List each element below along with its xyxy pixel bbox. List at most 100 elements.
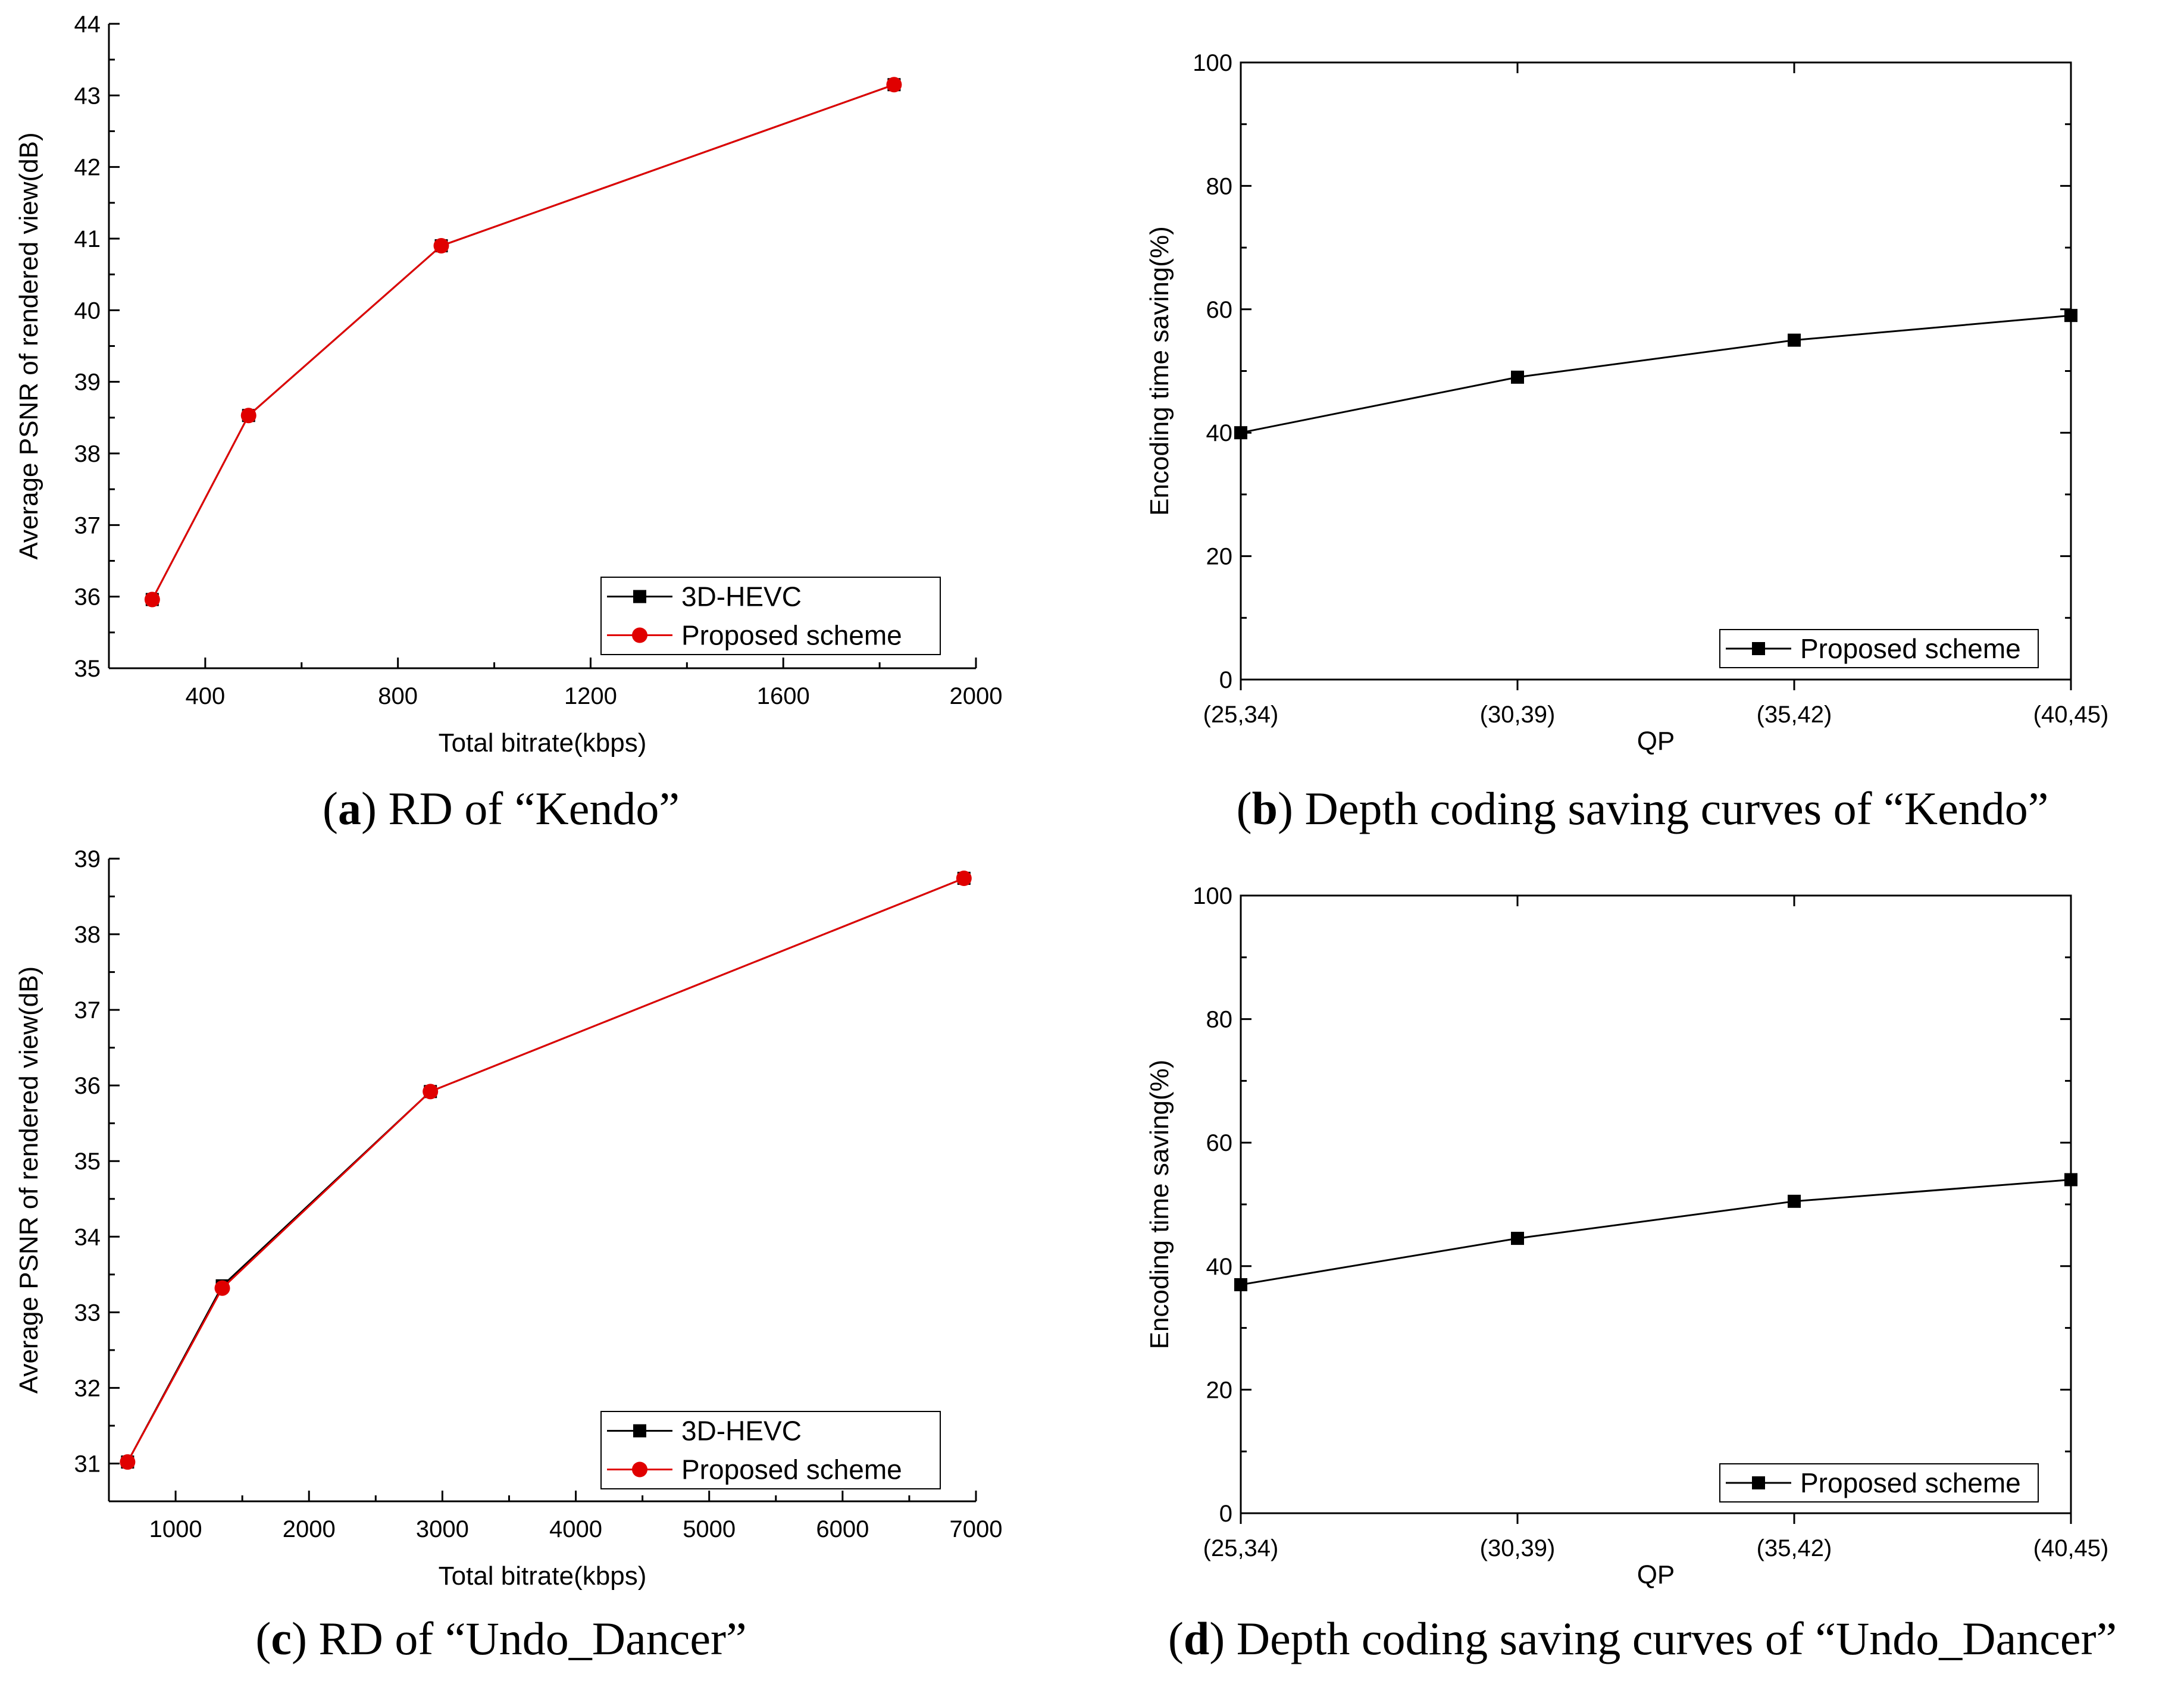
- y-tick-label: 37: [74, 512, 101, 539]
- series-line-0: [1240, 1178, 2072, 1286]
- data-point: [886, 77, 902, 93]
- y-tick-label: 100: [1193, 883, 1232, 909]
- y-tick-label: 38: [74, 441, 101, 467]
- legend: 3D-HEVC Proposed scheme: [600, 577, 941, 655]
- y-tick-label: 39: [74, 846, 101, 872]
- data-point: [1234, 426, 1247, 440]
- y-tick-label: 0: [1219, 1501, 1232, 1527]
- y-tick-label: 32: [74, 1375, 101, 1401]
- y-tick-label: 35: [74, 656, 101, 682]
- y-tick-label: 44: [74, 11, 101, 37]
- y-tick-label: 40: [1206, 420, 1233, 446]
- x-tick-label: 1000: [149, 1516, 202, 1542]
- x-tick-label: 7000: [950, 1516, 1003, 1542]
- x-tick-label: 5000: [683, 1516, 736, 1542]
- legend-marker: [632, 1461, 647, 1478]
- x-tick-label: (35,42): [1757, 1535, 1832, 1561]
- y-tick-label: 20: [1206, 1377, 1233, 1403]
- y-tick-label: 60: [1206, 297, 1233, 323]
- chart-d: 0 20 40 60 80 100 (25,34) (30,39) (35,42) (40,45)…: [1145, 883, 2117, 1664]
- y-axis-title: Average PSNR of rendered view(dB): [14, 132, 43, 559]
- chart-a: 35 36 37 38 39 40 41 42 43 44 400 800 1200 1600 2000 To…: [14, 11, 1002, 834]
- y-tick-label: 40: [74, 298, 101, 324]
- data-point: [1511, 370, 1524, 384]
- caption-prefix: (: [1168, 1613, 1184, 1664]
- x-tick-label: (25,34): [1203, 702, 1279, 728]
- x-tick-label: 800: [378, 683, 418, 709]
- y-tick-label: 0: [1219, 667, 1232, 693]
- x-tick-label: (30,39): [1480, 1535, 1556, 1561]
- series-line-0: [151, 83, 894, 600]
- series-line-1: [127, 877, 965, 1463]
- y-tick-label: 42: [74, 155, 101, 181]
- legend-label: 3D-HEVC: [681, 581, 802, 612]
- legend-label: Proposed scheme: [1800, 633, 2021, 664]
- legend-marker: [632, 627, 647, 643]
- chart-c: 31 32 33 34 35 36 37 38 39 1000 2000 3000 4000 5000 60…: [14, 846, 1002, 1664]
- y-axis-title: Encoding time saving(%): [1145, 226, 1174, 516]
- y-tick-label: 36: [74, 1073, 101, 1099]
- data-point: [433, 238, 449, 254]
- legend-marker: [633, 1424, 646, 1438]
- caption-text: ) RD of “Kendo”: [361, 782, 680, 834]
- plot-frame: [1240, 894, 2072, 1514]
- x-axis-title: Total bitrate(kbps): [439, 1561, 647, 1591]
- data-point: [1788, 1194, 1801, 1208]
- chart-b: 0 20 40 60 80 100 (25,34) (30,39) (35,42) (40,45)…: [1145, 50, 2108, 834]
- y-axis-title: Average PSNR of rendered view(dB): [14, 966, 43, 1394]
- x-tick-label: 6000: [816, 1516, 869, 1542]
- y-tick-label: 20: [1206, 544, 1233, 570]
- y-tick-label: 31: [74, 1451, 101, 1477]
- caption-letter: d: [1184, 1613, 1209, 1664]
- y-tick-label: 33: [74, 1300, 101, 1326]
- data-point: [1234, 1278, 1247, 1291]
- y-tick-label: 39: [74, 370, 101, 396]
- caption-prefix: (: [323, 782, 338, 834]
- legend-label: Proposed scheme: [1800, 1467, 2021, 1498]
- caption-letter: c: [271, 1613, 292, 1664]
- series-line-0: [1240, 314, 2072, 434]
- x-tick-label: (35,42): [1757, 702, 1832, 728]
- legend-marker: [1752, 642, 1765, 655]
- x-tick-label: 3000: [416, 1516, 469, 1542]
- y-tick-label: 60: [1206, 1130, 1233, 1156]
- x-tick-label: 1200: [564, 683, 617, 709]
- caption: (a) RD of “Kendo”: [323, 782, 680, 834]
- x-axis-title: QP: [1637, 727, 1675, 756]
- y-tick-label: 100: [1193, 50, 1232, 76]
- legend-marker: [633, 590, 646, 603]
- data-point: [423, 1084, 439, 1100]
- legend: Proposed scheme: [1719, 1463, 2039, 1503]
- series-line-0: [127, 877, 965, 1463]
- y-axis-title: Encoding time saving(%): [1145, 1060, 1174, 1350]
- legend-label: Proposed scheme: [681, 620, 902, 651]
- y-tick-label: 80: [1206, 1007, 1233, 1033]
- y-tick-label: 38: [74, 922, 101, 948]
- data-point: [1788, 333, 1801, 347]
- data-point: [240, 408, 256, 424]
- legend-label: 3D-HEVC: [681, 1416, 802, 1447]
- data-point: [120, 1454, 136, 1470]
- legend: Proposed scheme: [1719, 629, 2039, 668]
- x-tick-label: (25,34): [1203, 1535, 1279, 1561]
- y-tick-label: 34: [74, 1224, 101, 1250]
- x-tick-label: 1600: [757, 683, 810, 709]
- y-tick-label: 80: [1206, 173, 1233, 199]
- x-axis-title: QP: [1637, 1560, 1675, 1589]
- y-tick-label: 41: [74, 226, 101, 252]
- x-tick-label: (40,45): [2033, 702, 2109, 728]
- x-tick-label: (40,45): [2033, 1535, 2109, 1561]
- plot-frame: [1240, 61, 2072, 681]
- caption-text: ) Depth coding saving curves of “Undo_Da…: [1209, 1613, 2117, 1664]
- x-tick-label: 400: [186, 683, 226, 709]
- caption-letter: b: [1252, 782, 1278, 834]
- y-tick-label: 40: [1206, 1254, 1233, 1280]
- series-line-1: [151, 83, 894, 600]
- y-tick-label: 37: [74, 997, 101, 1023]
- legend-box: [600, 577, 941, 655]
- data-point: [214, 1280, 230, 1296]
- x-tick-label: 2000: [950, 683, 1003, 709]
- caption: (d) Depth coding saving curves of “Undo_…: [1168, 1613, 2117, 1664]
- caption-prefix: (: [1237, 782, 1252, 834]
- legend-label: Proposed scheme: [681, 1454, 902, 1485]
